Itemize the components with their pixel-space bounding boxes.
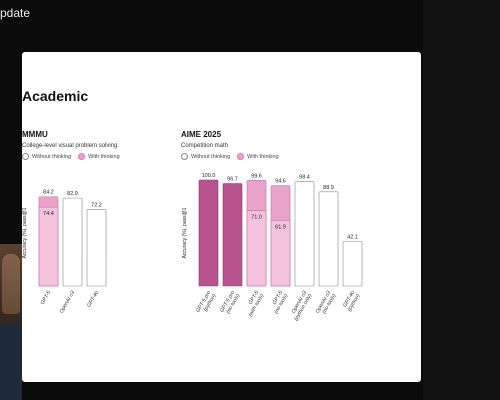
bar: [294, 181, 315, 287]
aime-subtitle: Competition math: [181, 143, 229, 149]
legend-with-thinking-swatch: [237, 153, 245, 160]
y-axis-label: Accuracy (%), pass@1: [22, 207, 28, 258]
presenter-face: [2, 254, 20, 314]
aime-legend: Without thinking With thinking: [181, 153, 279, 160]
data-label: 100.0: [202, 173, 216, 179]
bar: [222, 183, 243, 287]
tick-label: GPT-4o(python): [342, 290, 361, 313]
tick-label: GPT-5(no tools): [272, 290, 290, 315]
tick-label: GPT-5 pro(no tools): [219, 290, 241, 315]
data-label-base: 74.4: [43, 211, 54, 217]
data-label-base: 71.0: [251, 215, 262, 221]
webcam-thumbnail: [0, 244, 22, 400]
mmmu-title: MMMU: [22, 130, 48, 139]
bar: [342, 241, 363, 287]
bar: [318, 191, 339, 287]
data-label: 84.2: [43, 190, 54, 196]
legend-with-thinking: With thinking: [247, 153, 279, 160]
legend-without-thinking: Without thinking: [32, 153, 72, 160]
data-label-base: 61.9: [275, 224, 286, 230]
slide-title: Academic: [22, 88, 89, 104]
tick-label-line: OpenAI o3: [59, 290, 77, 315]
side-panel: [423, 0, 500, 400]
legend-without-thinking-swatch: [181, 153, 188, 160]
bar-without-thinking: [38, 206, 59, 287]
y-axis-label: Accuracy (%), pass@1: [182, 207, 188, 258]
bar-without-thinking: [246, 210, 267, 287]
mmmu-legend: Without thinking With thinking: [22, 153, 120, 160]
bar: [198, 179, 219, 287]
data-label: 72.2: [91, 202, 102, 208]
tick-label-line: GPT-4o: [86, 290, 100, 308]
data-label: 99.6: [251, 173, 262, 179]
bar: [62, 197, 83, 287]
tick-label: GPT-4o: [86, 290, 100, 308]
data-label: 88.9: [323, 185, 334, 191]
data-label: 98.4: [299, 175, 310, 181]
legend-with-thinking: With thinking: [88, 153, 120, 160]
aime-title: AIME 2025: [181, 130, 222, 139]
legend-without-thinking: Without thinking: [191, 153, 231, 160]
data-label: 82.9: [67, 191, 78, 197]
legend-without-thinking-swatch: [22, 153, 29, 160]
tick-label: GPT-5(with tools): [248, 290, 266, 318]
bar-without-thinking: [270, 220, 291, 287]
tick-label: OpenAI o3(python only): [291, 290, 314, 322]
tick-label: GPT-5: [40, 290, 53, 306]
data-label: 42.1: [347, 234, 358, 240]
tick-label: GPT-5 pro(python): [195, 290, 217, 314]
data-label: 94.6: [275, 179, 286, 185]
tick-label: OpenAI o3: [59, 290, 77, 315]
mmmu-subtitle: College-level visual problem solving: [22, 143, 118, 149]
tick-label: OpenAI o3(no tools): [315, 290, 338, 315]
presenter-shirt: [0, 324, 22, 400]
data-label: 96.7: [227, 176, 238, 182]
charts-canvas: Accuracy (%), pass@1 74.4 84.2 GPT-5 82.9 Ope…: [22, 173, 363, 322]
bar: [86, 209, 107, 287]
legend-with-thinking-swatch: [78, 153, 86, 160]
slide: Academic MMMU College-level visual probl…: [22, 52, 421, 382]
tick-label-line: GPT-5: [40, 290, 53, 306]
window-title-partial: pdate: [0, 6, 31, 20]
